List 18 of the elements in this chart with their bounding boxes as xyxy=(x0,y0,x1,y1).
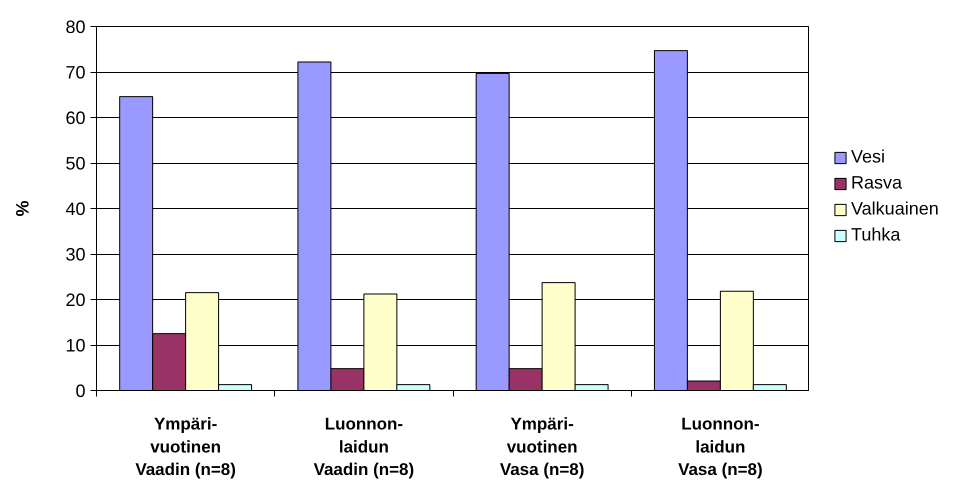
legend-label: Tuhka xyxy=(851,224,900,246)
x-tick-label: Luonnon- laidun Vaadin (n=8) xyxy=(314,414,414,480)
y-axis-title: % xyxy=(12,200,32,216)
y-tick-label: 60 xyxy=(65,108,86,128)
y-tick-label: 50 xyxy=(65,154,86,174)
y-tick-label: 10 xyxy=(65,336,86,356)
x-tick-label: Ympäri- vuotinen Vaadin (n=8) xyxy=(135,414,236,480)
legend-label: Rasva xyxy=(851,172,902,194)
x-tick-label: Luonnon- laidun Vasa (n=8) xyxy=(678,414,763,480)
y-tick-label: 40 xyxy=(65,199,86,219)
legend-label: Valkuainen xyxy=(851,198,939,220)
y-tick-label: 30 xyxy=(65,244,86,264)
legend-label: Vesi xyxy=(851,146,886,168)
y-tick-label: 70 xyxy=(65,62,86,82)
x-tick-label: Ympäri- vuotinen Vasa (n=8) xyxy=(500,414,584,480)
y-tick-label: 80 xyxy=(65,17,86,37)
y-tick-label: 0 xyxy=(75,381,86,401)
y-tick-label: 20 xyxy=(65,290,86,310)
